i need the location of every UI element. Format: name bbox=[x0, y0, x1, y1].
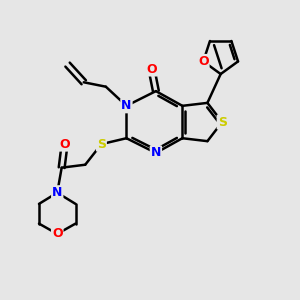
Text: O: O bbox=[198, 55, 208, 68]
Text: N: N bbox=[121, 99, 132, 112]
Text: O: O bbox=[146, 62, 157, 76]
Text: O: O bbox=[59, 138, 70, 151]
Text: O: O bbox=[52, 227, 63, 240]
Text: N: N bbox=[52, 186, 62, 199]
Text: S: S bbox=[218, 116, 226, 128]
Text: S: S bbox=[97, 138, 106, 151]
Text: N: N bbox=[151, 146, 161, 159]
